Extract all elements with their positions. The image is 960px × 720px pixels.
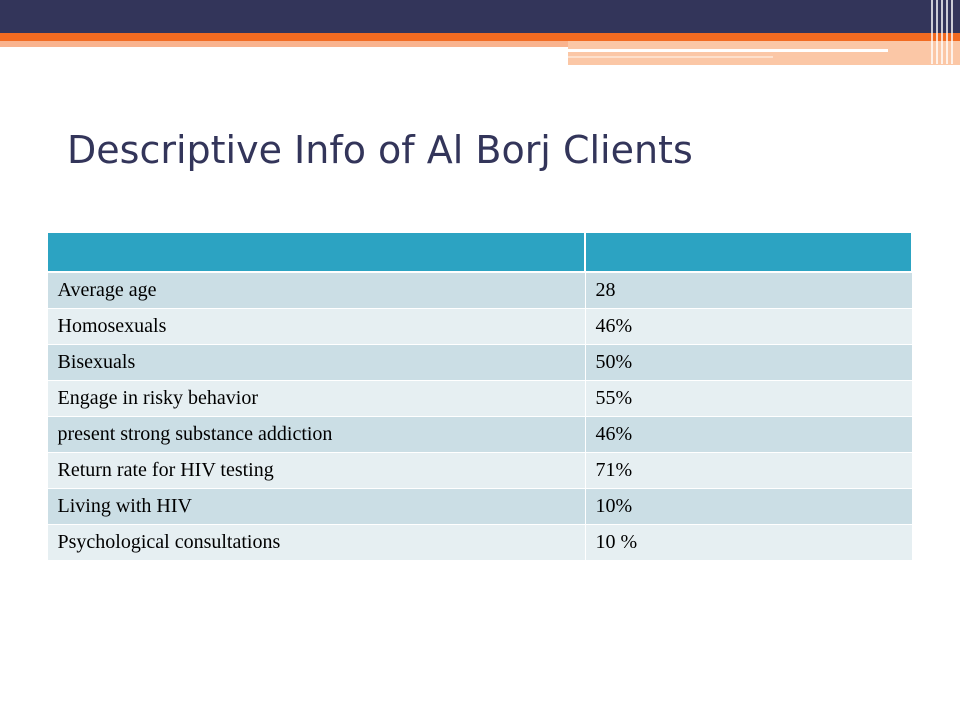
- banner-vertical-line: [951, 0, 953, 64]
- table-row: Engage in risky behavior 55%: [46, 380, 913, 417]
- row-value: 50%: [584, 344, 913, 381]
- banner-orange-stripe: [0, 33, 960, 41]
- banner-navy-bar: [0, 0, 960, 33]
- slide-title: Descriptive Info of Al Borj Clients: [67, 128, 693, 172]
- table-row: Living with HIV 10%: [46, 488, 913, 525]
- row-value: 10 %: [584, 524, 913, 561]
- table-row: Psychological consultations 10 %: [46, 524, 913, 561]
- row-value: 28: [584, 272, 913, 309]
- banner-light-tail: [774, 58, 960, 63]
- row-label: Living with HIV: [46, 488, 586, 525]
- table-header-cell: [584, 231, 913, 273]
- row-label: Return rate for HIV testing: [46, 452, 586, 489]
- top-banner: [0, 0, 960, 70]
- table-header-cell: [46, 231, 586, 273]
- row-label: Homosexuals: [46, 308, 586, 345]
- table-row: Homosexuals 46%: [46, 308, 913, 345]
- banner-light-stripe: [0, 41, 568, 47]
- row-label: present strong substance addiction: [46, 416, 586, 453]
- table-row: Bisexuals 50%: [46, 344, 913, 381]
- descriptive-info-table: Average age 28 Homosexuals 46% Bisexuals…: [46, 231, 913, 561]
- banner-vertical-line: [941, 0, 943, 64]
- row-value: 46%: [584, 416, 913, 453]
- banner-white-stripe: [568, 49, 888, 52]
- table-row: Average age 28: [46, 272, 913, 309]
- row-value: 10%: [584, 488, 913, 525]
- banner-thin-stripe: [568, 56, 773, 58]
- row-value: 46%: [584, 308, 913, 345]
- table-header-row: [46, 231, 913, 273]
- banner-vertical-line: [946, 0, 948, 64]
- row-label: Bisexuals: [46, 344, 586, 381]
- banner-vertical-line: [936, 0, 938, 64]
- table-row: present strong substance addiction 46%: [46, 416, 913, 453]
- row-label: Average age: [46, 272, 586, 309]
- banner-vertical-line: [931, 0, 933, 64]
- row-label: Psychological consultations: [46, 524, 586, 561]
- table-row: Return rate for HIV testing 71%: [46, 452, 913, 489]
- row-value: 71%: [584, 452, 913, 489]
- row-label: Engage in risky behavior: [46, 380, 586, 417]
- row-value: 55%: [584, 380, 913, 417]
